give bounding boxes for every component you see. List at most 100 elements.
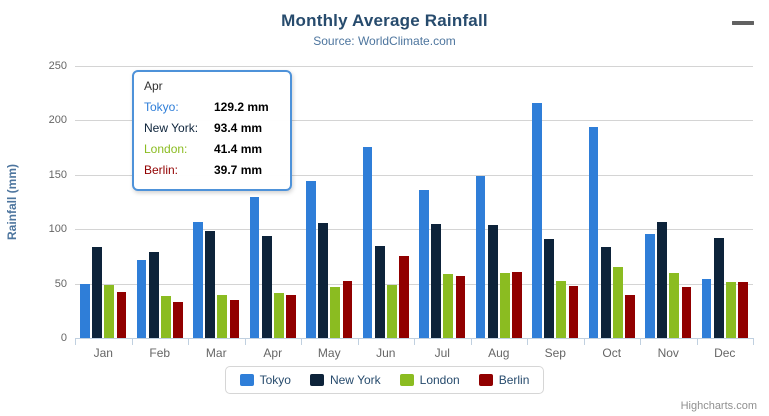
bar-newyork-sep[interactable]	[544, 238, 555, 338]
x-axis-label: Apr	[263, 346, 283, 360]
bar-tokyo-jul[interactable]	[419, 190, 429, 338]
bar-newyork-apr[interactable]	[261, 236, 272, 338]
x-axis-label: Sep	[544, 346, 566, 360]
bar-berlin-apr[interactable]	[286, 294, 296, 338]
bar-berlin-nov[interactable]	[681, 287, 692, 338]
bar-london-nov[interactable]	[669, 273, 680, 338]
x-axis-tick	[753, 339, 754, 345]
gridline-250	[75, 66, 753, 67]
legend-label: New York	[329, 373, 381, 387]
y-axis-label: 150	[48, 168, 67, 181]
x-axis-label: Jan	[93, 346, 113, 360]
bar-tokyo-jun[interactable]	[362, 146, 373, 338]
y-axis-label: 0	[60, 332, 67, 344]
x-axis-label: May	[317, 346, 341, 360]
legend-swatch-icon	[399, 374, 414, 386]
bar-tokyo-feb[interactable]	[136, 260, 147, 338]
bar-london-apr[interactable]	[273, 292, 284, 338]
x-axis-label: Jul	[434, 346, 450, 360]
bar-berlin-mar[interactable]	[229, 300, 240, 338]
x-axis-label: Aug	[488, 346, 510, 360]
bar-london-jul[interactable]	[443, 273, 454, 338]
bar-newyork-mar[interactable]	[205, 230, 216, 338]
bar-newyork-nov[interactable]	[657, 222, 668, 338]
bar-newyork-aug[interactable]	[487, 224, 498, 338]
bar-berlin-feb[interactable]	[173, 301, 183, 338]
bar-newyork-may[interactable]	[318, 222, 329, 338]
legend-item-tokyo[interactable]: Tokyo	[239, 373, 291, 387]
gridline-50	[75, 283, 753, 285]
bar-tokyo-mar[interactable]	[193, 222, 203, 338]
bar-berlin-jan[interactable]	[116, 291, 127, 338]
bar-tokyo-oct[interactable]	[588, 126, 599, 338]
tooltip: Apr Tokyo: 129.2 mm New York: 93.4 mm London…	[132, 70, 292, 191]
bar-london-sep[interactable]	[556, 280, 567, 338]
x-axis-line	[75, 338, 754, 339]
x-axis-label: Dec	[714, 346, 736, 360]
x-axis-tick	[696, 339, 698, 345]
bar-london-feb[interactable]	[160, 295, 171, 338]
tooltip-row: Berlin: 39.7 mm	[144, 160, 280, 181]
gridline-150	[75, 174, 753, 176]
x-axis-label: Jun	[376, 346, 396, 360]
tooltip-series-name: London:	[144, 142, 188, 156]
x-axis-label: Nov	[657, 346, 679, 360]
bar-tokyo-apr[interactable]	[249, 197, 260, 338]
x-axis-tick	[131, 339, 133, 345]
bar-newyork-jan[interactable]	[92, 247, 103, 338]
bar-tokyo-may[interactable]	[306, 181, 316, 338]
bar-newyork-feb[interactable]	[148, 252, 159, 338]
export-menu-button[interactable]	[732, 21, 754, 37]
bar-london-oct[interactable]	[612, 267, 623, 338]
legend-label: London	[419, 373, 460, 387]
x-axis-tick	[188, 339, 189, 345]
x-axis-label: Oct	[602, 346, 622, 360]
bar-newyork-oct[interactable]	[600, 247, 611, 338]
bar-berlin-may[interactable]	[342, 280, 353, 338]
x-axis-tick	[640, 339, 641, 345]
legend-item-newyork[interactable]: New York	[309, 373, 381, 387]
tooltip-header: Apr	[144, 79, 163, 93]
bar-berlin-aug[interactable]	[512, 272, 522, 338]
bar-london-jan[interactable]	[104, 284, 115, 338]
tooltip-series-name: Tokyo:	[144, 100, 179, 114]
bar-berlin-jun[interactable]	[399, 255, 409, 338]
bar-berlin-jul[interactable]	[455, 275, 466, 338]
bar-tokyo-nov[interactable]	[645, 233, 655, 338]
bar-tokyo-dec[interactable]	[701, 278, 712, 338]
legend: Tokyo New York London Berlin	[0, 366, 769, 394]
tooltip-row: London: 41.4 mm	[144, 139, 280, 160]
tooltip-series-value: 93.4 mm	[214, 121, 263, 135]
legend-item-berlin[interactable]: Berlin	[478, 373, 529, 387]
bar-london-jun[interactable]	[386, 285, 397, 338]
tooltip-series-value: 41.4 mm	[214, 142, 263, 156]
y-axis-label: 100	[48, 223, 67, 236]
bar-berlin-oct[interactable]	[625, 295, 635, 338]
tooltip-row: Tokyo: 129.2 mm	[144, 97, 280, 118]
legend-item-london[interactable]: London	[399, 373, 460, 387]
y-axis-label: 50	[54, 277, 67, 290]
legend-swatch-icon	[478, 374, 493, 386]
bar-tokyo-aug[interactable]	[475, 176, 486, 338]
bar-tokyo-sep[interactable]	[532, 102, 542, 338]
bar-london-mar[interactable]	[217, 295, 228, 338]
x-axis-tick	[244, 339, 246, 345]
bar-berlin-dec[interactable]	[738, 282, 748, 338]
credits-link[interactable]: Highcharts.com	[680, 400, 757, 412]
bar-berlin-sep[interactable]	[568, 286, 579, 338]
x-axis-label: Feb	[149, 346, 171, 360]
bar-newyork-jul[interactable]	[431, 223, 442, 338]
chart-title: Monthly Average Rainfall	[281, 11, 488, 30]
bar-london-dec[interactable]	[725, 282, 736, 338]
x-axis-tick	[470, 339, 472, 345]
bar-newyork-dec[interactable]	[713, 237, 724, 338]
tooltip-series-value: 39.7 mm	[214, 163, 263, 177]
x-axis-tick	[357, 339, 359, 345]
tooltip-series-name: New York:	[144, 121, 199, 135]
bar-london-may[interactable]	[330, 286, 341, 338]
bar-tokyo-jan[interactable]	[80, 283, 90, 338]
bar-london-aug[interactable]	[499, 273, 510, 338]
tooltip-row: New York: 93.4 mm	[144, 118, 280, 139]
gridline-200	[75, 120, 753, 122]
bar-newyork-jun[interactable]	[374, 246, 385, 338]
